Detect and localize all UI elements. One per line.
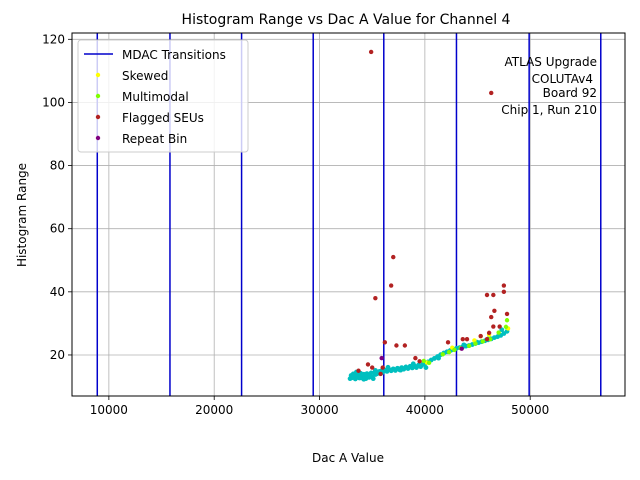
data-point-flagged — [380, 365, 385, 370]
data-point-flagged — [478, 333, 483, 339]
data-point-multimodal — [421, 358, 427, 364]
legend-swatch-flagged — [95, 114, 101, 120]
data-point-multimodal — [466, 343, 472, 349]
data-point-flagged — [445, 340, 451, 345]
data-point-multimodal — [487, 336, 493, 342]
x-axis-ticks: 10000 20000 30000 40000 50000 — [90, 396, 549, 417]
y-tick-label: 20 — [50, 348, 65, 362]
x-axis-label: Dac A Value — [312, 451, 384, 465]
data-point-normal — [398, 367, 404, 373]
data-points — [347, 49, 511, 382]
legend-swatch-skewed — [95, 72, 101, 78]
data-point-multimodal — [426, 360, 432, 366]
x-tick-label: 20000 — [195, 403, 233, 417]
data-point-flagged — [413, 355, 418, 361]
data-point-normal — [372, 368, 378, 373]
annotation-line-1: ATLAS Upgrade — [504, 55, 597, 69]
annotation-line-4: Chip 1, Run 210 — [501, 103, 597, 117]
data-point-multimodal — [473, 341, 478, 346]
data-point-multimodal — [452, 347, 457, 353]
data-point-multimodal — [440, 352, 445, 357]
annotation-line-3: Board 92 — [543, 86, 597, 100]
y-tick-label: 120 — [42, 32, 65, 46]
data-point-multimodal — [504, 318, 510, 323]
data-point-multimodal — [503, 324, 509, 330]
data-point-flagged — [501, 289, 507, 295]
y-axis-ticks: 20 40 60 80 100 120 — [42, 32, 72, 362]
data-point-flagged — [460, 336, 465, 342]
y-axis-label: Histogram Range — [15, 163, 29, 267]
data-point-flagged — [391, 254, 396, 260]
data-point-flagged — [464, 336, 470, 342]
data-point-flagged — [368, 49, 374, 55]
annotation-line-2: COLUTAv4 — [532, 72, 593, 86]
data-point-multimodal — [480, 339, 485, 344]
legend-label-mdac: MDAC Transitions — [122, 48, 226, 62]
data-point-flagged — [491, 324, 496, 329]
data-point-flagged — [497, 324, 502, 329]
data-point-flagged — [370, 365, 375, 370]
y-tick-label: 60 — [50, 222, 65, 236]
data-point-flagged — [484, 336, 490, 342]
data-point-flagged — [394, 343, 399, 348]
data-point-repeat — [459, 346, 464, 351]
data-point-flagged — [373, 295, 378, 301]
data-point-normal — [410, 361, 416, 367]
chart-title: Histogram Range vs Dac A Value for Chann… — [182, 12, 511, 28]
data-point-flagged — [417, 359, 422, 364]
data-point-normal — [385, 364, 391, 370]
data-point-normal — [361, 376, 367, 382]
legend: MDAC Transitions Skewed Multimodal Flagg… — [77, 39, 249, 153]
data-point-flagged — [382, 340, 388, 345]
grid — [72, 33, 625, 396]
data-point-flagged — [378, 371, 383, 377]
legend-swatch-repeat — [95, 135, 101, 141]
data-point-multimodal — [446, 349, 452, 355]
data-point-multimodal — [496, 330, 501, 335]
data-point-flagged — [356, 368, 361, 373]
data-point-flagged — [489, 90, 494, 96]
data-point-flagged — [491, 292, 496, 298]
legend-label-flagged: Flagged SEUs — [122, 111, 204, 125]
data-point-flagged — [492, 308, 497, 313]
y-tick-label: 40 — [50, 285, 65, 299]
legend-swatch-multimodal — [95, 93, 101, 99]
data-point-flagged — [402, 343, 408, 348]
x-tick-label: 30000 — [300, 403, 338, 417]
y-tick-label: 100 — [42, 95, 65, 109]
x-tick-label: 10000 — [90, 403, 128, 417]
data-point-normal — [436, 355, 441, 361]
y-tick-label: 80 — [50, 159, 65, 173]
data-point-normal — [370, 376, 376, 382]
plot-frame — [71, 32, 626, 397]
data-point-flagged — [486, 330, 492, 336]
x-tick-label: 50000 — [511, 403, 549, 417]
data-point-flagged — [489, 314, 494, 320]
data-point-normal — [461, 342, 467, 348]
run-annotation: ATLAS Upgrade COLUTAv4 Board 92 Chip 1, … — [501, 55, 597, 117]
legend-label-repeat: Repeat Bin — [122, 132, 187, 146]
data-point-repeat — [379, 355, 384, 361]
data-point-normal — [423, 365, 429, 370]
legend-label-skewed: Skewed — [122, 69, 168, 83]
data-point-flagged — [504, 311, 510, 317]
data-point-flagged — [388, 283, 394, 288]
data-point-flagged — [484, 292, 490, 298]
legend-box — [77, 39, 249, 153]
x-tick-label: 40000 — [406, 403, 444, 417]
data-point-flagged — [365, 362, 371, 367]
data-point-flagged — [501, 283, 507, 288]
legend-label-multimodal: Multimodal — [122, 90, 189, 104]
